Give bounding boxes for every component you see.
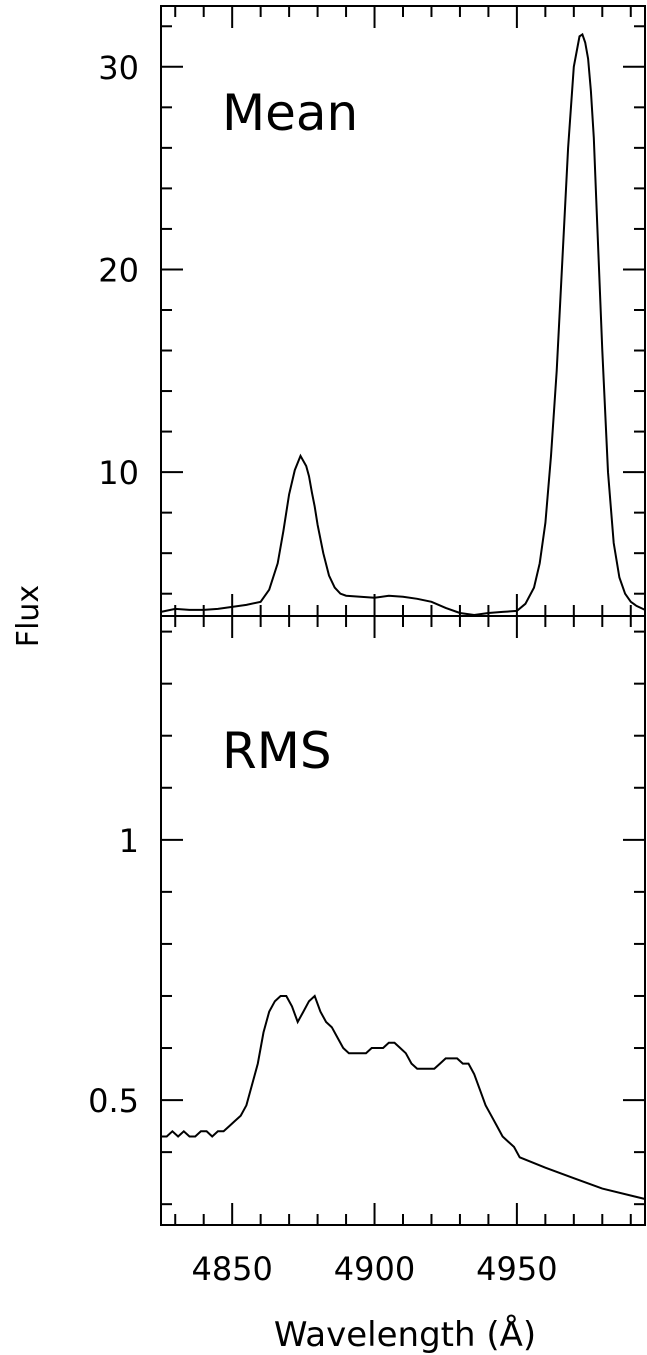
x-tick-label: 4850 [191,1250,272,1288]
y-tick-label: 1 [119,822,139,860]
mean-panel-y-tick-labels: 10 20 30 [98,49,139,492]
rms-panel-y-tick-labels: 0.51 [88,822,139,1120]
rms-spectrum-line [161,994,646,1200]
mean-spectrum-line [160,32,646,617]
y-axis-label: Flux [11,585,46,647]
y-tick-label: 30 [98,49,139,87]
mean-panel-ticks [161,6,645,616]
mean-panel: 10 20 30 Mean [98,5,646,617]
rms-panel: 0.51 4850 4900 4950 RMS [88,615,646,1288]
rms-panel-ticks [161,616,645,1225]
x-tick-label: 4900 [334,1250,415,1288]
x-axis-label: Wavelength (Å) [274,1314,536,1355]
rms-panel-label: RMS [222,722,332,780]
rms-panel-frame [160,615,646,1226]
mean-panel-label: Mean [222,84,358,142]
y-tick-label: 10 [98,454,139,492]
x-tick-labels: 4850 4900 4950 [191,1250,557,1288]
x-tick-label: 4950 [476,1250,557,1288]
y-tick-label: 0.5 [88,1082,139,1120]
y-tick-label: 20 [98,251,139,289]
